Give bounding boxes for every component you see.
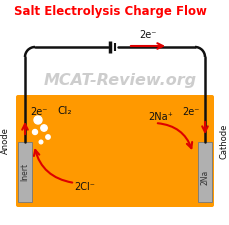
- Text: 2Na: 2Na: [200, 169, 209, 185]
- Circle shape: [39, 140, 43, 144]
- Circle shape: [41, 125, 47, 131]
- Text: 2Na⁺: 2Na⁺: [147, 112, 172, 122]
- Circle shape: [32, 130, 37, 135]
- Text: Cathode: Cathode: [218, 123, 227, 159]
- Text: 2Cl⁻: 2Cl⁻: [74, 182, 95, 192]
- Text: Anode: Anode: [0, 128, 9, 154]
- Circle shape: [46, 135, 50, 139]
- Text: Cl₂: Cl₂: [57, 106, 71, 116]
- Circle shape: [34, 116, 42, 124]
- Text: 2e⁻: 2e⁻: [139, 30, 156, 40]
- Text: 2e⁻: 2e⁻: [182, 107, 199, 117]
- Text: MCAT-Review.org: MCAT-Review.org: [43, 72, 196, 88]
- Bar: [18, 142, 32, 202]
- Text: Salt Electrolysis Charge Flow: Salt Electrolysis Charge Flow: [14, 5, 206, 18]
- Text: 2e⁻: 2e⁻: [30, 107, 47, 117]
- Text: Inert: Inert: [20, 163, 29, 181]
- FancyArrowPatch shape: [34, 150, 72, 182]
- FancyArrowPatch shape: [157, 123, 191, 148]
- FancyBboxPatch shape: [16, 95, 213, 207]
- Bar: [197, 142, 211, 202]
